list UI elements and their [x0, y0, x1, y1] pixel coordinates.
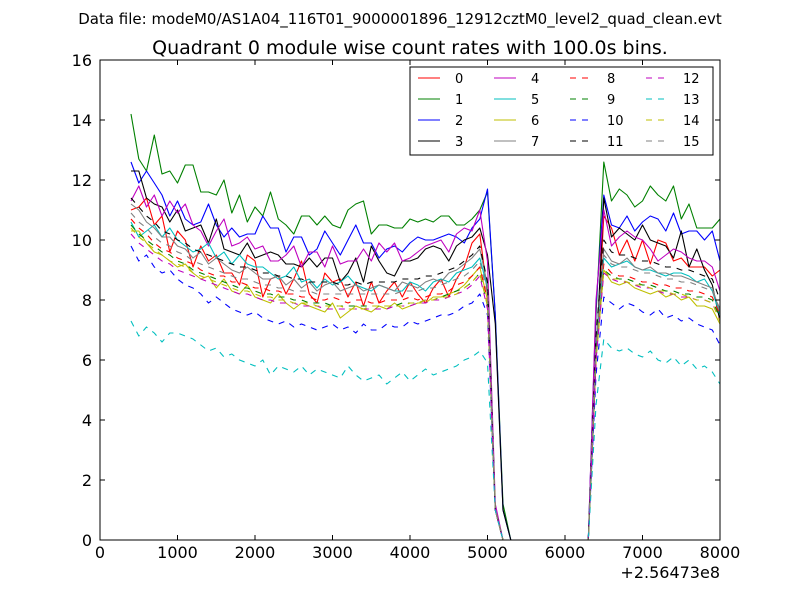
series-line-7	[130, 203, 721, 541]
x-tick-label: 0	[95, 543, 105, 562]
series-line-9	[130, 224, 721, 541]
y-tick-label: 4	[82, 411, 92, 430]
legend-label-14: 14	[683, 114, 700, 129]
legend-label-10: 10	[607, 114, 624, 129]
series-line-5	[130, 221, 721, 541]
series-line-15	[130, 212, 721, 541]
x-tick-label: 1000	[157, 543, 198, 562]
y-tick-label: 8	[82, 291, 92, 310]
x-tick-label: 7000	[622, 543, 663, 562]
legend-label-8: 8	[607, 72, 615, 87]
series-line-8	[130, 218, 721, 541]
series-line-3	[131, 170, 721, 541]
x-tick-label: 2000	[235, 543, 276, 562]
series-line-2	[130, 161, 721, 541]
x-tick-label: 3000	[312, 543, 353, 562]
series-line-13	[130, 320, 721, 541]
legend-label-11: 11	[607, 135, 624, 150]
x-tick-label: 5000	[467, 543, 508, 562]
chart-title: Quadrant 0 module wise count rates with …	[152, 37, 668, 59]
y-tick-label: 2	[82, 471, 92, 490]
series-line-1	[130, 113, 721, 541]
series-line-14	[130, 227, 721, 541]
x-offset-label: +2.56473e8	[620, 563, 720, 582]
y-tick-label: 12	[72, 171, 92, 190]
datafile-caption: Data file: modeM0/AS1A04_116T01_90000018…	[78, 10, 722, 29]
legend-label-4: 4	[531, 72, 539, 87]
x-tick-label: 4000	[390, 543, 431, 562]
legend-label-1: 1	[455, 93, 463, 108]
series-line-4	[130, 185, 721, 541]
y-tick-label: 14	[72, 111, 92, 130]
axis-ticks: 0 1000 2000 3000 4000 5000 6000 7000 80000246810…	[72, 51, 741, 562]
legend-label-13: 13	[683, 93, 700, 108]
legend-label-12: 12	[683, 72, 700, 87]
legend-label-7: 7	[531, 135, 539, 150]
y-tick-label: 0	[82, 531, 92, 550]
series-line-12	[130, 233, 721, 541]
series-line-11	[130, 197, 721, 541]
legend-box	[409, 66, 714, 156]
x-tick-label: 8000	[700, 543, 741, 562]
y-tick-label: 10	[72, 231, 92, 250]
legend-label-5: 5	[531, 93, 539, 108]
x-tick-label: 6000	[545, 543, 586, 562]
series-line-10	[130, 245, 721, 541]
plot-lines	[130, 113, 721, 541]
y-tick-label: 16	[72, 51, 92, 70]
legend-label-6: 6	[531, 114, 539, 129]
legend-label-9: 9	[607, 93, 615, 108]
legend-label-2: 2	[455, 114, 463, 129]
legend-label-3: 3	[455, 135, 463, 150]
legend-label-15: 15	[683, 135, 700, 150]
legend-label-0: 0	[455, 72, 463, 87]
y-tick-label: 6	[82, 351, 92, 370]
